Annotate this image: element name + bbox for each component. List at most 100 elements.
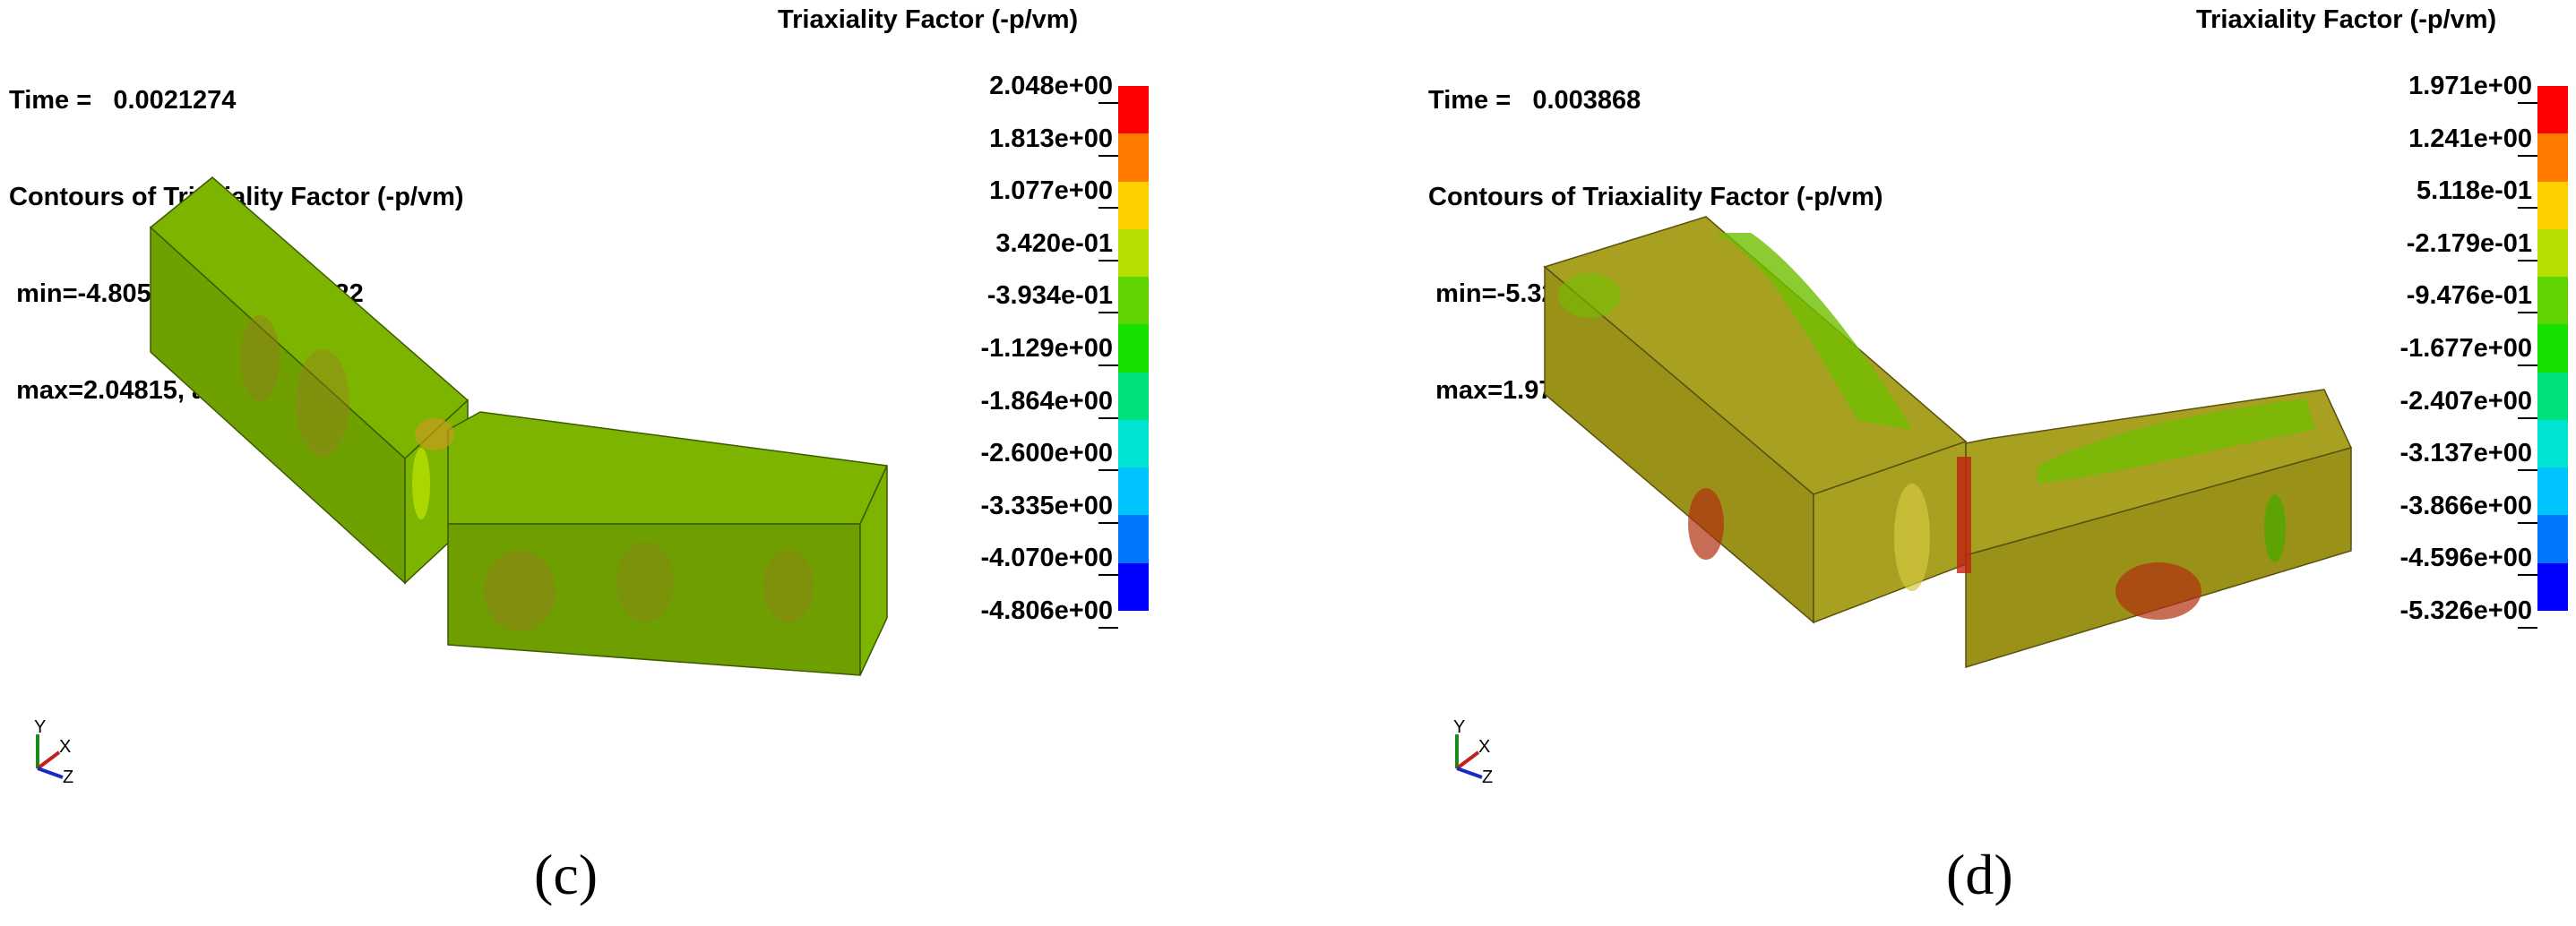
green-zone (1715, 233, 1912, 430)
tick-label: -5.326e+00 (2399, 596, 2532, 625)
tick-mark (1098, 364, 1118, 366)
scale-band (1118, 181, 1149, 230)
tick-label: -1.677e+00 (2399, 334, 2532, 363)
tick-mark (2518, 574, 2537, 577)
tick-label: -3.934e-01 (986, 281, 1113, 311)
scale-band (2537, 372, 2568, 421)
fe-model-d (1543, 216, 2353, 669)
tick-mark (2518, 469, 2537, 472)
scale-band (1118, 419, 1149, 468)
tick-label: -2.179e-01 (2406, 228, 2532, 258)
fe-model-c (149, 176, 889, 676)
tick-mark (1098, 521, 1118, 524)
tick-label: -4.596e+00 (2399, 544, 2532, 573)
scale-band (1118, 372, 1149, 421)
scale-band (2537, 277, 2568, 325)
tick-label: -3.866e+00 (2399, 491, 2532, 520)
tick-mark (2518, 207, 2537, 210)
tick-mark (1098, 469, 1118, 472)
subfigure-label: (c) (534, 843, 599, 906)
tick-mark (2518, 312, 2537, 314)
tick-mark (1098, 154, 1118, 157)
time-line: Time = 0.0021274 (9, 86, 237, 115)
hotspot (484, 551, 556, 631)
tick-mark (1098, 312, 1118, 314)
scale-band (1118, 515, 1149, 564)
tick-mark (2518, 521, 2537, 524)
axis-z-label: Z (63, 767, 73, 786)
panel-c: Time = 0.0021274 Contours of Triaxiality… (9, 5, 1149, 906)
tick-mark (1098, 102, 1118, 104)
scale-band (1118, 86, 1149, 134)
tick-mark (1098, 574, 1118, 577)
scale-band (2537, 228, 2568, 278)
axis-y-label: Y (1453, 717, 1465, 737)
green-zone (2038, 399, 2315, 484)
tick-mark (1098, 259, 1118, 262)
tick-label: 2.048e+00 (989, 72, 1113, 100)
scale-band (2537, 419, 2568, 468)
tick-mark (2518, 416, 2537, 419)
contour-title: Contours of Triaxiality Factor (-p/vm) (1428, 183, 1883, 211)
tick-label: -3.137e+00 (2399, 439, 2532, 468)
hotspot (240, 315, 280, 401)
scale-band (2537, 467, 2568, 516)
scale-band (2537, 181, 2568, 230)
axis-triad: Y X Z (1453, 717, 1493, 786)
tick-label: -3.335e+00 (980, 491, 1113, 520)
tick-mark (2518, 364, 2537, 366)
green-zone (1558, 273, 1621, 318)
scale-band (2537, 324, 2568, 373)
tick-label: 1.077e+00 (989, 176, 1113, 206)
color-scale (2537, 86, 2568, 612)
tick-label: -4.070e+00 (980, 544, 1113, 573)
notch (412, 448, 430, 519)
axis-x-label: X (59, 737, 71, 757)
tick-mark (2518, 154, 2537, 157)
scale-band (1118, 228, 1149, 278)
tick-label: 1.971e+00 (2408, 72, 2532, 100)
scale-band (1118, 133, 1149, 183)
tick-mark (2518, 627, 2537, 629)
right-arm-top (447, 411, 889, 525)
tick-label: -2.407e+00 (2399, 386, 2532, 416)
tick-mark (1098, 207, 1118, 210)
tick-mark (1098, 627, 1118, 629)
tick-mark (1098, 416, 1118, 419)
tick-label: 1.241e+00 (2408, 124, 2532, 153)
tick-label: -1.864e+00 (980, 386, 1113, 416)
scale-band (1118, 277, 1149, 325)
time-line: Time = 0.003868 (1428, 86, 1641, 115)
tick-mark (2518, 259, 2537, 262)
notch (1894, 484, 1930, 591)
scale-band (1118, 467, 1149, 516)
scale-band (1118, 324, 1149, 373)
tick-label: 3.420e-01 (995, 228, 1113, 258)
right-arm-end (859, 465, 888, 676)
hotspot (616, 542, 674, 622)
tick-label: -4.806e+00 (980, 596, 1113, 625)
contour-title: Contours of Triaxiality Factor (-p/vm) (9, 183, 464, 211)
notch-failure (1957, 457, 1971, 573)
panel-d: Time = 0.003868 Contours of Triaxiality … (1419, 0, 2576, 926)
subfigure-label: (d) (1946, 843, 2013, 906)
axis-triad: Y X Z (34, 717, 73, 786)
color-scale (1118, 86, 1149, 612)
hotspot (763, 551, 814, 622)
right-arm-face (1965, 447, 2352, 669)
hotspot (415, 418, 454, 450)
green-zone (2264, 494, 2286, 562)
tick-label: -2.600e+00 (980, 439, 1113, 468)
axis-x-label: X (1478, 737, 1490, 757)
hotspot (2115, 562, 2201, 620)
tick-label: -1.129e+00 (980, 334, 1113, 363)
legend-title: Triaxiality Factor (-p/vm) (2196, 5, 2497, 34)
hotspot (1688, 488, 1724, 560)
tick-label: 1.813e+00 (989, 124, 1113, 153)
hotspot (296, 349, 349, 457)
axis-y-label: Y (34, 717, 46, 737)
axis-z-label: Z (1482, 767, 1493, 786)
tick-label: 5.118e-01 (2416, 176, 2532, 206)
scale-band (2537, 562, 2568, 612)
legend-title: Triaxiality Factor (-p/vm) (778, 5, 1079, 34)
